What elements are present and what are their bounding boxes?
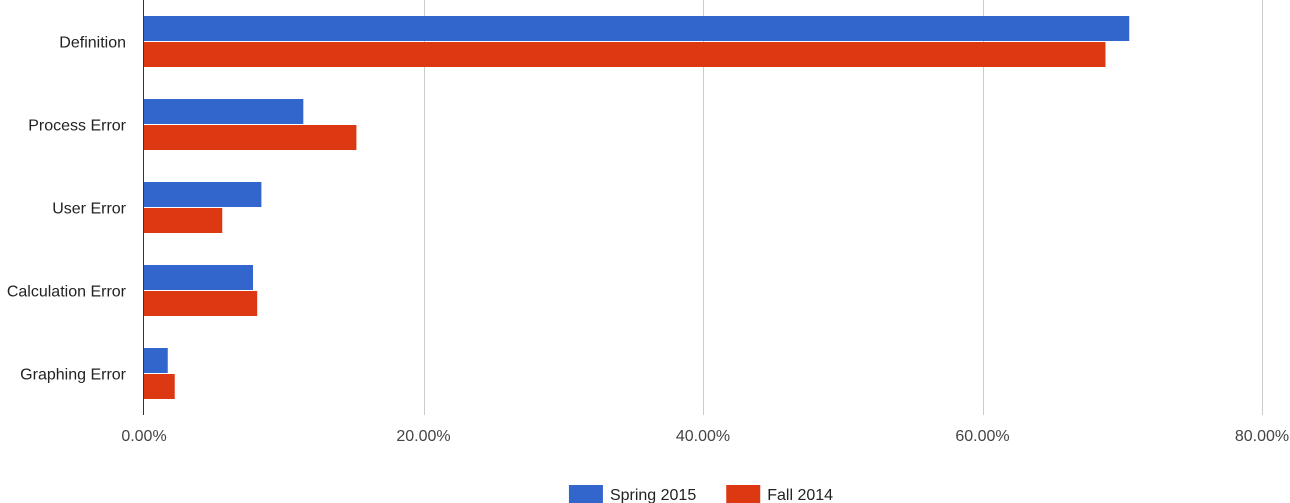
category-label-definition: Definition: [59, 35, 126, 52]
tick-label-80-00: 80.00%: [1235, 428, 1289, 445]
bar-calculation-error-spring-2015: [144, 265, 254, 290]
legend-swatch-spring-2015: [568, 485, 603, 503]
tick-label-40-00: 40.00%: [676, 428, 730, 445]
category-label-process-error: Process Error: [28, 118, 126, 135]
tick-label-0-00: 0.00%: [121, 428, 166, 445]
bar-definition-spring-2015: [144, 16, 1130, 41]
tick-label-20-00: 20.00%: [396, 428, 450, 445]
bars: [144, 16, 1130, 399]
category-label-graphing-error: Graphing Error: [20, 367, 126, 384]
category-label-calculation-error: Calculation Error: [7, 284, 127, 301]
bar-graphing-error-spring-2015: [144, 348, 168, 373]
tick-label-60-00: 60.00%: [955, 428, 1009, 445]
bar-graphing-error-fall-2014: [144, 374, 175, 399]
gridlines: [424, 0, 1263, 415]
legend-label-spring-2015: Spring 2015: [610, 487, 696, 503]
legend-label-fall-2014: Fall 2014: [767, 487, 833, 503]
tick-labels: 0.00% 20.00% 40.00% 60.00% 80.00%: [121, 428, 1289, 445]
bar-calculation-error-fall-2014: [144, 291, 258, 316]
bar-definition-fall-2014: [144, 42, 1106, 67]
legend: Spring 2015 Fall 2014: [568, 485, 833, 503]
category-labels: Definition Process Error User Error Calcula…: [7, 35, 127, 384]
legend-swatch-fall-2014: [726, 485, 761, 503]
bar-process-error-fall-2014: [144, 125, 357, 150]
bar-user-error-spring-2015: [144, 182, 262, 207]
bar-user-error-fall-2014: [144, 208, 223, 233]
bar-process-error-spring-2015: [144, 99, 304, 124]
category-label-user-error: User Error: [52, 201, 126, 218]
